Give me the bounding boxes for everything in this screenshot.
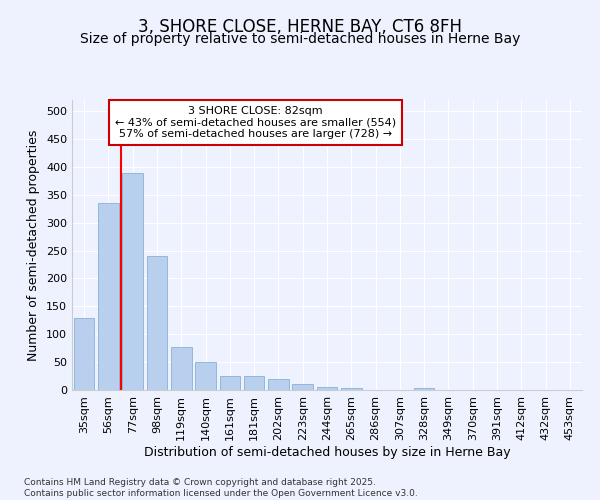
- Text: Contains HM Land Registry data © Crown copyright and database right 2025.
Contai: Contains HM Land Registry data © Crown c…: [24, 478, 418, 498]
- Bar: [292, 384, 313, 390]
- Text: Size of property relative to semi-detached houses in Herne Bay: Size of property relative to semi-detach…: [80, 32, 520, 46]
- Bar: [74, 318, 94, 390]
- Bar: [341, 388, 362, 390]
- Bar: [414, 388, 434, 390]
- X-axis label: Distribution of semi-detached houses by size in Herne Bay: Distribution of semi-detached houses by …: [143, 446, 511, 458]
- Bar: [317, 387, 337, 390]
- Bar: [244, 376, 265, 390]
- Bar: [195, 362, 216, 390]
- Text: 3, SHORE CLOSE, HERNE BAY, CT6 8FH: 3, SHORE CLOSE, HERNE BAY, CT6 8FH: [138, 18, 462, 36]
- Bar: [98, 203, 119, 390]
- Bar: [146, 256, 167, 390]
- Bar: [122, 172, 143, 390]
- Bar: [171, 346, 191, 390]
- Text: 3 SHORE CLOSE: 82sqm
← 43% of semi-detached houses are smaller (554)
57% of semi: 3 SHORE CLOSE: 82sqm ← 43% of semi-detac…: [115, 106, 396, 139]
- Bar: [268, 379, 289, 390]
- Y-axis label: Number of semi-detached properties: Number of semi-detached properties: [28, 130, 40, 360]
- Bar: [220, 376, 240, 390]
